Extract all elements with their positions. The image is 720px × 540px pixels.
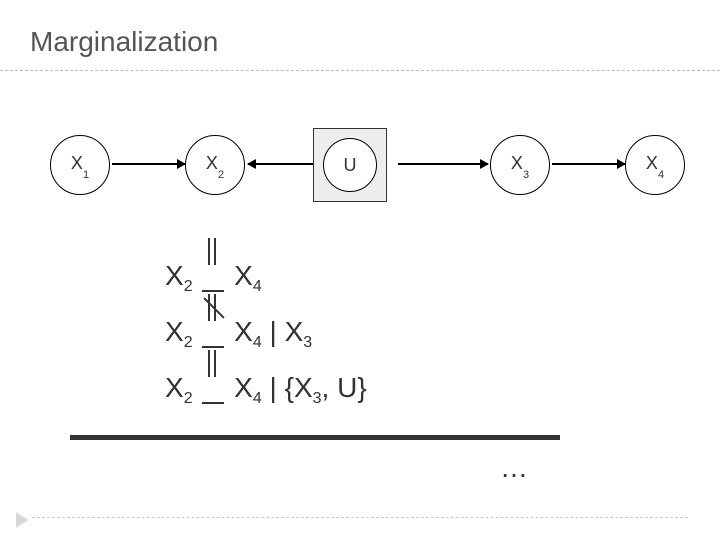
page-title: Marginalization — [30, 26, 218, 58]
node-x1: X1 — [50, 135, 110, 195]
edge-x1-x2 — [112, 163, 185, 165]
node-x4: X4 — [625, 135, 685, 195]
ellipsis: … — [500, 452, 528, 484]
node-label: X3 — [511, 153, 529, 177]
edge-u-x3 — [398, 163, 488, 165]
node-u-box: U — [313, 128, 387, 202]
node-x2: X2 — [185, 135, 245, 195]
node-x3: X3 — [490, 135, 550, 195]
negation-slash — [204, 297, 225, 318]
statements: X2 X4 X2 X4 | X3 X2 X4 | {X3, U} — [165, 260, 367, 428]
node-label: U — [344, 155, 357, 176]
corner-arrow-icon — [16, 512, 28, 528]
statement-2: X2 X4 | X3 — [165, 316, 367, 348]
strikethrough-bar — [70, 435, 560, 440]
indep-symbol-negated — [200, 316, 226, 348]
node-u: U — [323, 138, 377, 192]
node-label: X1 — [71, 153, 89, 177]
node-label: X2 — [206, 153, 224, 177]
title-underline — [0, 70, 720, 71]
node-label: X4 — [646, 153, 664, 177]
statement-3: X2 X4 | {X3, U} — [165, 372, 367, 404]
edge-x3-x4 — [552, 163, 625, 165]
statement-1: X2 X4 — [165, 260, 367, 292]
footer-dash — [32, 517, 688, 518]
indep-symbol — [200, 372, 226, 404]
indep-symbol — [200, 260, 226, 292]
edge-u-x2 — [248, 163, 314, 165]
graph: X1 X2 U X3 X4 — [30, 125, 690, 205]
